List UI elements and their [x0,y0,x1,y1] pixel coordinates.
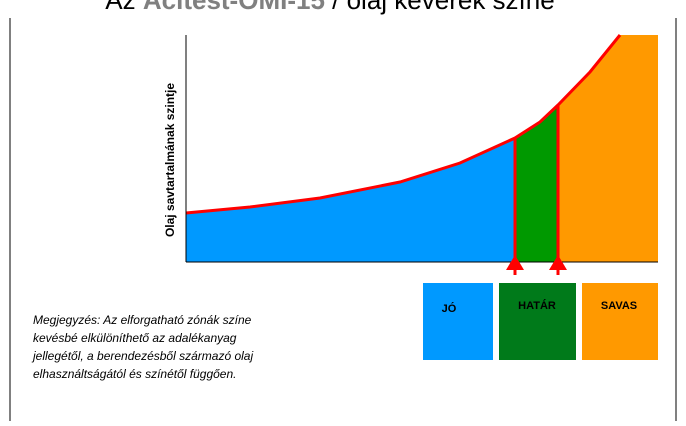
zone-blue-area [186,138,515,262]
arrow-head [506,255,524,270]
note-line: kevésbé elkülöníthető az adalékanyag [33,331,237,345]
title: Az Acitest-OMI-15 / olaj keverék színe [105,0,554,15]
zone-box [499,283,576,360]
title-prefix: Az [105,0,135,15]
zone-box [423,283,493,360]
zone-box [582,283,658,360]
title-suffix: / olaj keverék színe [332,0,555,15]
zone-green-area [515,105,558,262]
curve [185,34,622,215]
note-line: elhasználtságától és színétől függően. [33,367,236,381]
note-line: jellegétől, a berendezésből származó ola… [31,349,253,363]
arrow-head [549,255,567,270]
zone-label: SAVAS [601,300,637,312]
zone-label: HATÁR [518,299,556,312]
zone-label: JÓ [442,302,457,315]
zone-orange-area [558,35,658,262]
note-line: Megjegyzés: Az elforgatható zónák színe [33,313,252,327]
title-bold: Acitest-OMI-15 [143,0,325,15]
y-axis-label: Olaj savtartalmának szintje [163,83,177,237]
